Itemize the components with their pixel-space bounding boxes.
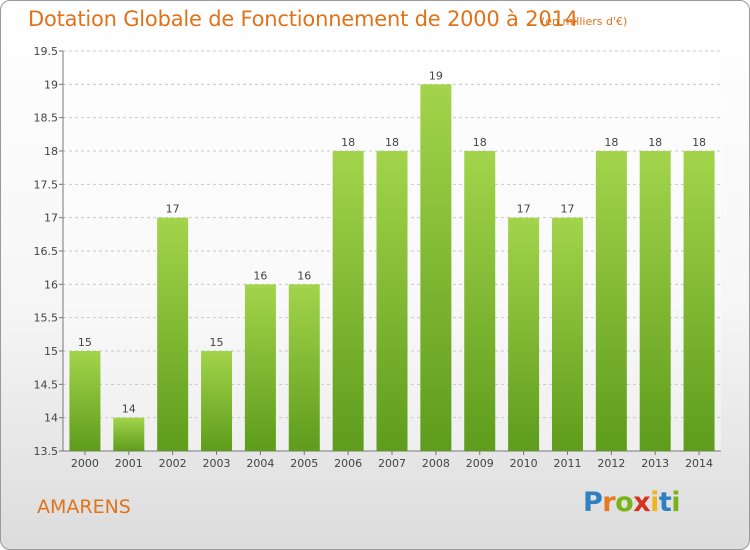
proxiti-logo[interactable]: Proxiti: [583, 487, 681, 518]
logo-letter: P: [583, 487, 603, 518]
x-tick-label: 2014: [685, 457, 713, 470]
x-tick-label: 2000: [71, 457, 99, 470]
commune-name: AMARENS: [37, 496, 131, 518]
bar: [420, 84, 452, 451]
bar: [113, 417, 145, 451]
data-label: 14: [122, 403, 136, 416]
bar: [69, 351, 101, 451]
logo-letter: t: [658, 487, 672, 518]
x-tick-label: 2004: [246, 457, 274, 470]
bar: [288, 284, 320, 451]
logo-letter: r: [602, 487, 616, 518]
y-tick-label: 13.5: [34, 445, 59, 458]
logo-letter: o: [615, 487, 634, 518]
bar: [683, 151, 715, 451]
data-label: 17: [517, 203, 531, 216]
data-label: 16: [297, 269, 311, 282]
data-label: 15: [78, 336, 92, 349]
bar: [157, 217, 189, 451]
data-label: 17: [560, 203, 574, 216]
bar: [201, 351, 233, 451]
data-label: 15: [210, 336, 224, 349]
y-tick-label: 15: [44, 345, 58, 358]
logo-letter: i: [650, 487, 659, 518]
y-tick-label: 19.5: [34, 45, 59, 58]
data-label: 18: [604, 136, 618, 149]
y-tick-label: 17.5: [34, 178, 59, 191]
bar: [639, 151, 671, 451]
y-tick-label: 14.5: [34, 378, 59, 391]
y-tick-label: 17: [44, 212, 58, 225]
y-tick-label: 19: [44, 78, 58, 91]
x-tick-label: 2003: [203, 457, 231, 470]
x-tick-label: 2002: [159, 457, 187, 470]
bar: [464, 151, 496, 451]
x-tick-label: 2010: [510, 457, 538, 470]
x-tick-label: 2005: [290, 457, 318, 470]
bar: [595, 151, 627, 451]
y-tick-label: 16: [44, 278, 58, 291]
x-tick-label: 2008: [422, 457, 450, 470]
x-tick-label: 2009: [466, 457, 494, 470]
data-label: 18: [385, 136, 399, 149]
x-tick-label: 2007: [378, 457, 406, 470]
data-label: 18: [341, 136, 355, 149]
bar: [551, 217, 583, 451]
data-label: 18: [648, 136, 662, 149]
logo-letter: x: [633, 487, 651, 518]
data-label: 16: [253, 269, 267, 282]
x-tick-label: 2011: [553, 457, 581, 470]
y-tick-label: 18: [44, 145, 58, 158]
bar: [508, 217, 540, 451]
chart-title: Dotation Globale de Fonctionnement de 20…: [28, 7, 578, 31]
x-tick-label: 2006: [334, 457, 362, 470]
y-tick-label: 18.5: [34, 112, 59, 125]
x-tick-label: 2013: [641, 457, 669, 470]
bar: [244, 284, 276, 451]
x-tick-label: 2012: [597, 457, 625, 470]
logo-letter: i: [671, 487, 681, 518]
x-tick-label: 2001: [115, 457, 143, 470]
y-tick-label: 14: [44, 412, 58, 425]
y-tick-label: 16.5: [34, 245, 59, 258]
data-label: 18: [473, 136, 487, 149]
bar: [376, 151, 408, 451]
chart-subtitle: (en milliers d'€): [541, 15, 628, 28]
bar: [332, 151, 364, 451]
y-tick-label: 15.5: [34, 312, 59, 325]
data-label: 17: [166, 203, 180, 216]
data-label: 19: [429, 69, 443, 82]
data-label: 18: [692, 136, 706, 149]
